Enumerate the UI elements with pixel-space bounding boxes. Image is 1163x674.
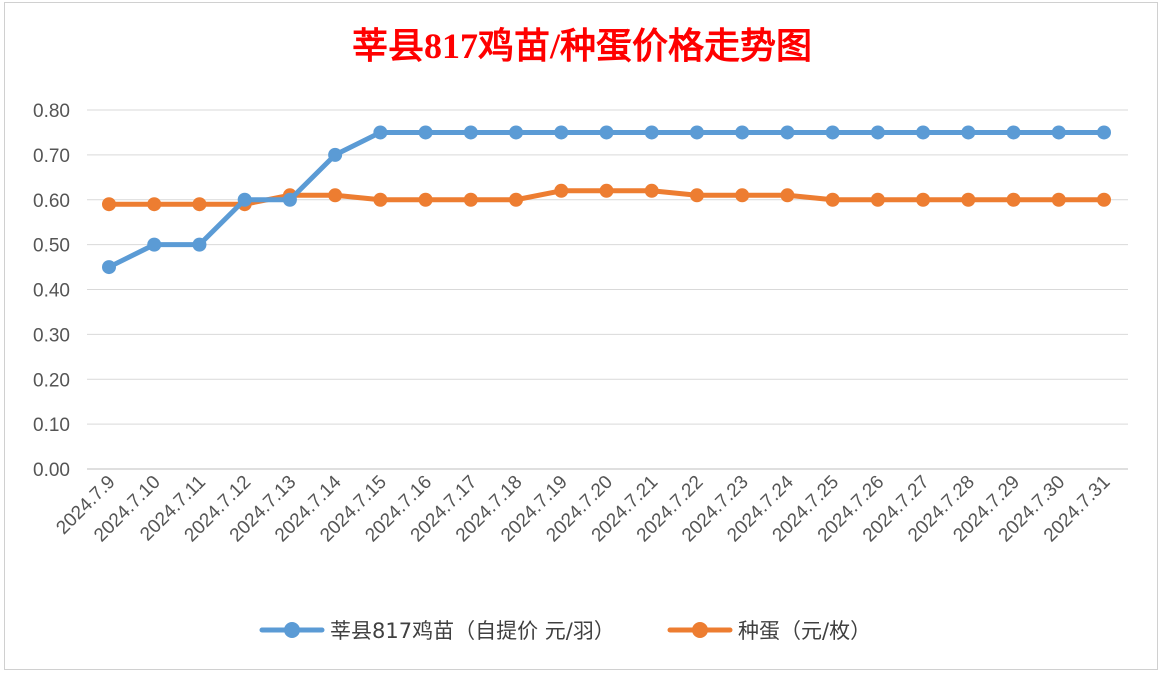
data-point (328, 147, 343, 162)
series-group (102, 125, 1111, 275)
data-point (825, 192, 840, 207)
data-point (509, 192, 524, 207)
data-point (644, 183, 659, 198)
data-point (418, 125, 433, 140)
data-point (328, 188, 343, 203)
data-point (825, 125, 840, 140)
data-point (554, 125, 569, 140)
data-point (1097, 125, 1111, 140)
data-point (463, 125, 478, 140)
y-tick-label: 0.30 (33, 325, 70, 346)
chart-title: 莘县817鸡苗/种蛋价格走势图 (352, 26, 812, 66)
data-point (102, 260, 116, 275)
y-tick-label: 0.50 (33, 236, 70, 257)
data-point (192, 197, 207, 212)
y-tick-label: 0.60 (33, 191, 70, 212)
data-point (780, 125, 795, 140)
y-tick-label: 0.20 (33, 370, 70, 391)
data-point (1051, 125, 1066, 140)
legend: 莘县817鸡苗（自提价 元/羽） 种蛋（元/枚） (259, 619, 871, 643)
legend-label: 种蛋（元/枚） (738, 619, 871, 643)
data-point (1051, 192, 1066, 207)
data-point (282, 192, 297, 207)
y-tick-label: 0.80 (33, 101, 70, 122)
data-point (463, 192, 478, 207)
data-point (192, 237, 207, 252)
legend-marker (692, 622, 708, 638)
data-point (373, 192, 388, 207)
chart-frame (4, 2, 1158, 670)
data-point (373, 125, 388, 140)
data-point (644, 125, 659, 140)
y-tick-label: 0.40 (33, 281, 70, 302)
data-point (599, 125, 614, 140)
y-tick-label: 0.00 (33, 460, 70, 481)
data-point (147, 197, 162, 212)
y-tick-label: 0.10 (33, 415, 70, 436)
data-point (780, 188, 795, 203)
gridlines (87, 109, 1128, 470)
data-point (102, 197, 116, 212)
data-point (237, 192, 252, 207)
data-point (418, 192, 433, 207)
y-axis-ticks: 0.00 0.10 0.20 0.30 0.40 0.50 0.60 0.70 0.80 (33, 101, 70, 481)
data-point (1006, 125, 1021, 140)
data-point (870, 125, 885, 140)
data-point (689, 188, 704, 203)
x-axis-ticks: 2024.7.92024.7.102024.7.112024.7.122024.… (52, 471, 1114, 546)
data-point (916, 192, 931, 207)
legend-label: 莘县817鸡苗（自提价 元/羽） (330, 619, 615, 643)
data-point (554, 183, 569, 198)
data-point (961, 125, 976, 140)
data-point (870, 192, 885, 207)
data-point (961, 192, 976, 207)
series (102, 125, 1111, 275)
data-point (689, 125, 704, 140)
data-point (599, 183, 614, 198)
data-point (1006, 192, 1021, 207)
data-point (916, 125, 931, 140)
data-point (509, 125, 524, 140)
data-point (1097, 192, 1111, 207)
data-point (735, 188, 750, 203)
data-point (735, 125, 750, 140)
data-point (147, 237, 162, 252)
y-tick-label: 0.70 (33, 146, 70, 167)
legend-marker (284, 622, 300, 638)
